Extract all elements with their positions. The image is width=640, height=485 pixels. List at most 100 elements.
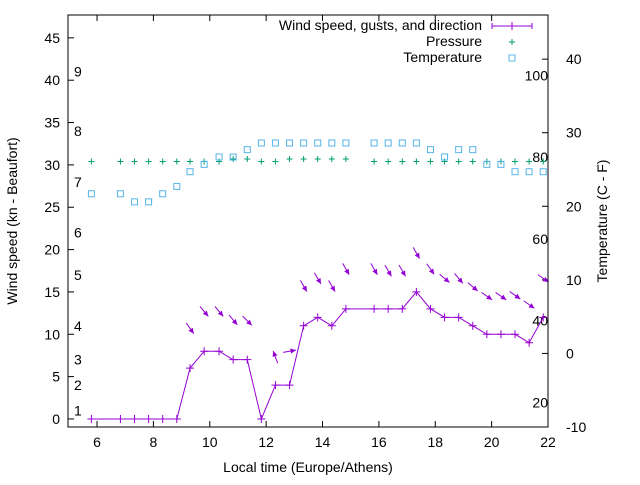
y2-axis-label: Temperature (C - F) (594, 160, 610, 283)
temperature-point (342, 139, 350, 147)
wind-speed-point (158, 414, 167, 423)
y-tick-label: 35 (44, 115, 60, 131)
pressure-point (230, 155, 237, 162)
temperature-point (159, 190, 167, 198)
legend: Wind speed, gusts, and direction Pressur… (279, 17, 533, 65)
gust-arrow-head (231, 319, 238, 325)
pressure-point (328, 155, 335, 162)
gust-arrow-head (514, 293, 521, 300)
gust-arrow-head (246, 319, 252, 326)
temperature-point (200, 160, 208, 168)
pressure-point (88, 158, 95, 165)
wind-speed-point (229, 355, 238, 364)
legend-label-wind: Wind speed, gusts, and direction (279, 17, 482, 33)
pressure-point (413, 158, 420, 165)
temperature-point (511, 168, 519, 176)
wind-speed-point (271, 381, 280, 390)
beaufort-label: 7 (74, 174, 82, 190)
gust-arrow-head (272, 351, 278, 357)
gust-arrow-head (414, 252, 420, 259)
pressure-point (469, 158, 476, 165)
pressure-point (131, 158, 138, 165)
gust-arrow-head (500, 294, 507, 300)
wind-speed-point (440, 313, 449, 322)
y-tick-label: 20 (44, 242, 60, 258)
legend-sample-pressure (509, 39, 515, 45)
pressure-point (286, 155, 293, 162)
pressure-point (342, 155, 349, 162)
x-tick-label: 12 (258, 434, 274, 450)
temperature-point (229, 153, 237, 161)
y-axis-label: Wind speed (kn - Beaufort) (4, 137, 20, 304)
wind-speed-point (525, 338, 534, 347)
temperature-point (455, 146, 463, 154)
pressure-point (385, 158, 392, 165)
x-tick-label: 10 (202, 434, 218, 450)
temperature-point (426, 146, 434, 154)
gust-arrow-head (188, 327, 194, 334)
wind-speed-point (384, 304, 393, 313)
fahrenheit-label: 60 (532, 231, 548, 247)
gust-arrow-head (217, 310, 224, 317)
wind-speed-point (144, 414, 153, 423)
gust-arrow-head (316, 278, 321, 285)
temperature-point (243, 146, 251, 154)
wind-speed-point (313, 313, 322, 322)
temperature-point (145, 198, 153, 206)
wind-speed-point (327, 321, 336, 330)
temperature-point (300, 139, 308, 147)
pressure-point (512, 158, 519, 165)
y2-tick-label: 30 (566, 125, 582, 141)
wind-speed-point (215, 347, 224, 356)
fahrenheit-label: 80 (532, 149, 548, 165)
gust-arrow-head (386, 270, 392, 277)
legend-label-temperature: Temperature (403, 49, 482, 65)
beaufort-label: 2 (74, 377, 82, 393)
temperature-point (539, 168, 547, 176)
beaufort-label: 4 (74, 318, 82, 334)
temperature-point (398, 139, 406, 147)
beaufort-label: 5 (74, 267, 82, 283)
pressure-point (244, 155, 251, 162)
wind-speed-point (454, 313, 463, 322)
x-tick-label: 14 (315, 434, 331, 450)
legend-label-pressure: Pressure (426, 33, 482, 49)
y-tick-label: 45 (44, 30, 60, 46)
temperature-point (257, 139, 265, 147)
pressure-point (173, 158, 180, 165)
temperature-point (370, 139, 378, 147)
gust-arrow-head (202, 310, 209, 317)
x-axis-label: Local time (Europe/Athens) (223, 459, 393, 475)
temperature-point (525, 168, 533, 176)
temperature-point (328, 139, 336, 147)
pressure-point (540, 158, 547, 165)
x-tick-label: 20 (484, 434, 500, 450)
x-tick-label: 22 (540, 434, 556, 450)
x-tick-label: 18 (427, 434, 443, 450)
pressure-point (145, 158, 152, 165)
pressure-point (314, 155, 321, 162)
gust-arrow-head (443, 277, 450, 283)
fahrenheit-label: 40 (532, 313, 548, 329)
temperature-point (384, 139, 392, 147)
gust-arrow-head (542, 276, 549, 283)
gust-arrow-head (344, 268, 350, 275)
plot-frame (67, 14, 549, 428)
fahrenheit-label: 20 (532, 394, 548, 410)
pressure-point (272, 158, 279, 165)
wind-speed-point (172, 414, 181, 423)
legend-sample-wind (491, 22, 533, 30)
gust-arrow-head (372, 268, 378, 275)
pressure-point (216, 158, 223, 165)
temperature-point (469, 146, 477, 154)
pressure-point (441, 158, 448, 165)
wind-speed-line (91, 291, 544, 421)
wind-speed-point (412, 287, 421, 296)
beaufort-label: 3 (74, 352, 82, 368)
gust-arrow-head (400, 270, 406, 277)
pressure-point (300, 155, 307, 162)
y2-tick-label: 40 (566, 51, 582, 67)
beaufort-label: 6 (74, 225, 82, 241)
wind-speed-point (285, 381, 294, 390)
